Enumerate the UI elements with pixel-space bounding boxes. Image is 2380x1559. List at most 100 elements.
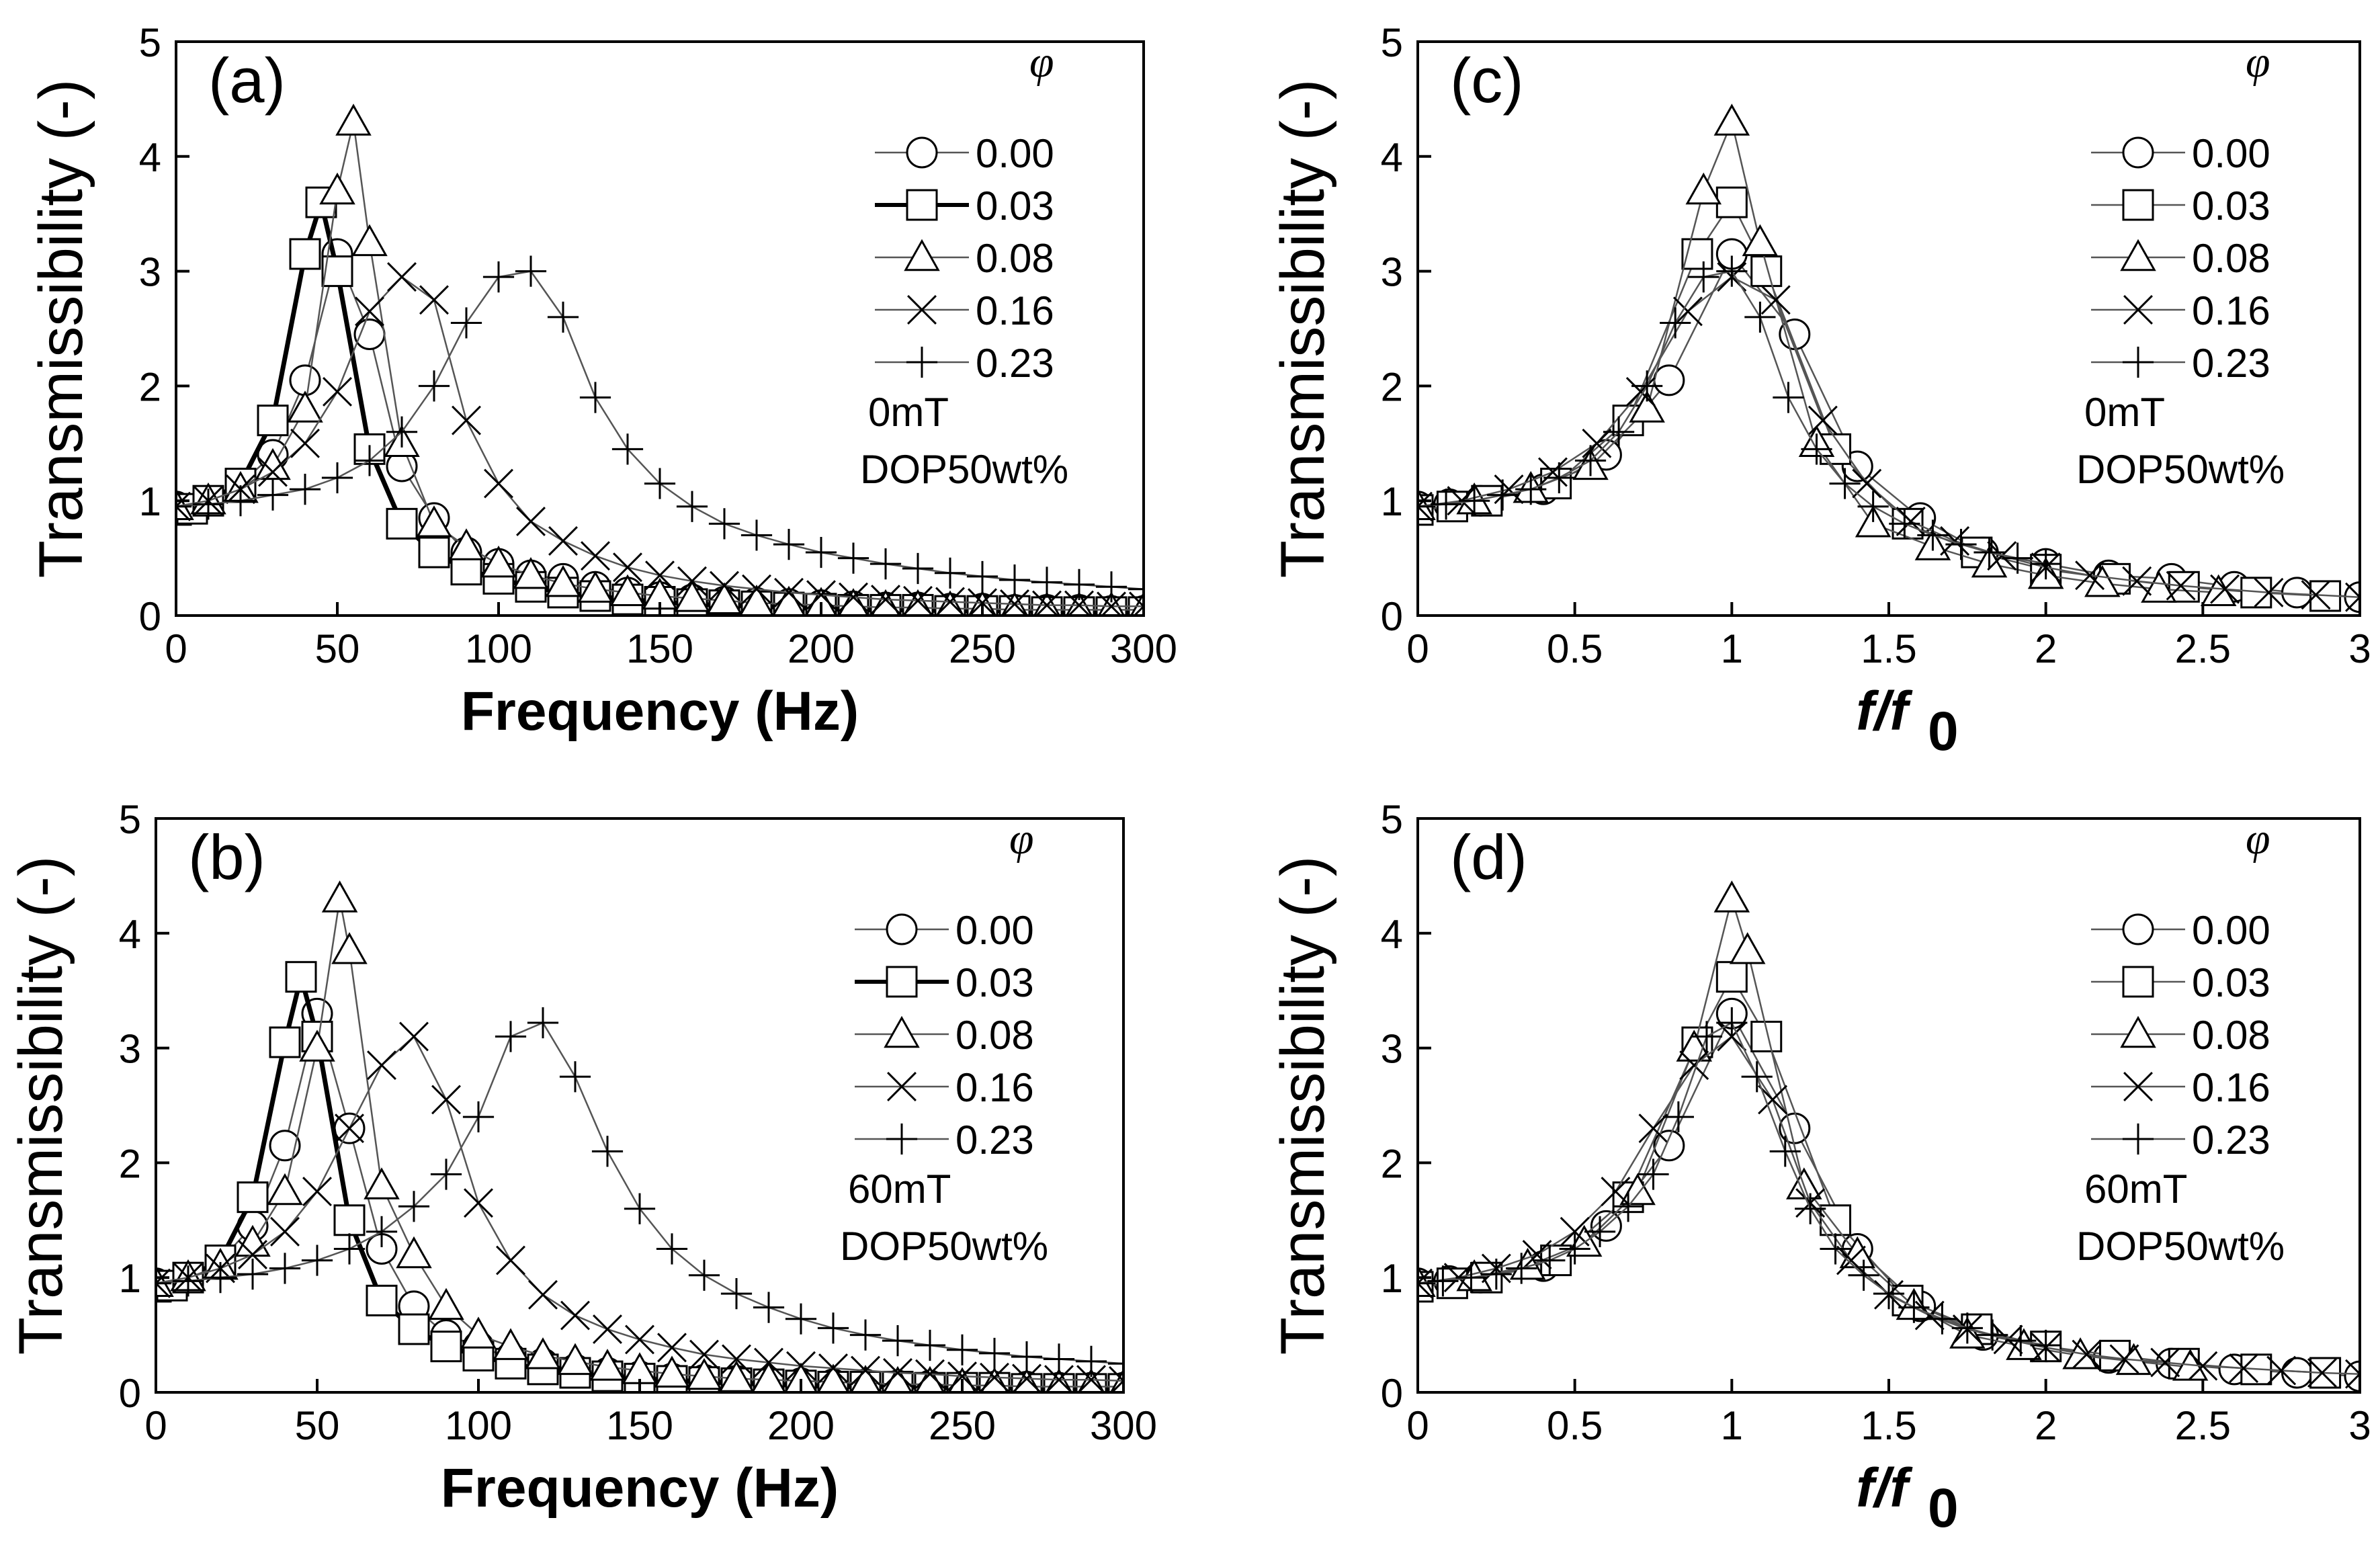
data-point-0.03-11 <box>430 1331 462 1363</box>
x-tick-label: 150 <box>626 626 693 671</box>
data-point-0.16-5 <box>302 1177 332 1207</box>
data-point-0.16-22 <box>851 1355 880 1386</box>
x-tick-label: 50 <box>315 626 360 671</box>
y-tick-label: 3 <box>1381 1027 1403 1072</box>
data-point-0.16-3 <box>1522 1240 1552 1270</box>
data-point-0.23-14 <box>1769 1136 1801 1167</box>
data-point-0.23-11 <box>1691 1021 1723 1052</box>
data-point-0.23-28 <box>1043 1343 1075 1375</box>
y-tick-label: 2 <box>1381 364 1403 409</box>
data-point-0.16-30 <box>1109 1365 1123 1392</box>
data-point-0.23-23 <box>902 552 934 585</box>
legend-label-0.23: 0.23 <box>2192 341 2270 386</box>
x-tick-label: 0.5 <box>1547 1403 1603 1448</box>
x-axis-title: f/f <box>1856 1458 1913 1519</box>
legend-marker-0.03 <box>906 189 938 221</box>
data-point-0.08-17 <box>674 580 710 612</box>
series-line-0.08 <box>1418 895 2191 1368</box>
data-point-0.23-13 <box>559 1061 591 1093</box>
data-point-0.23-0 <box>1418 491 1434 522</box>
data-point-0.23-3 <box>257 479 289 511</box>
data-point-0.16-27 <box>1012 1363 1042 1392</box>
data-point-0.16-9 <box>431 1085 461 1115</box>
data-point-0.23-29 <box>1095 571 1128 603</box>
data-point-0.08-15 <box>589 1349 626 1381</box>
data-point-0.23-9 <box>430 1158 462 1190</box>
data-point-0.23-2 <box>224 485 257 517</box>
data-point-0.16-4 <box>1560 1216 1590 1247</box>
y-axis-title: Transmissibility (-) <box>7 856 75 1355</box>
x-tick-label: 1.5 <box>1861 1403 1916 1448</box>
data-point-0.08-7 <box>331 932 368 964</box>
data-point-0.08-30 <box>1097 591 1125 616</box>
data-point-0.00-5 <box>1653 1130 1685 1162</box>
data-point-0.23-22 <box>2030 548 2062 580</box>
data-point-0.16-24 <box>2345 1359 2360 1389</box>
data-point-0.03-7 <box>1750 255 1783 288</box>
data-point-0.23-20 <box>1926 1303 1958 1335</box>
data-point-0.23-0 <box>1418 1267 1434 1299</box>
legend-marker-0.08 <box>2120 1015 2156 1048</box>
series-line-0.16 <box>1418 276 2360 598</box>
data-point-0.23-20 <box>785 1303 817 1335</box>
data-point-0.08-4 <box>287 390 323 423</box>
data-point-0.08-5 <box>299 1029 335 1062</box>
legend-label-0.16: 0.16 <box>976 288 1054 333</box>
data-point-0.23-1 <box>192 489 224 520</box>
data-point-0.16-8 <box>419 285 449 315</box>
annotation-1: DOP50wt% <box>2076 1224 2285 1269</box>
data-point-0.08-10 <box>428 1288 464 1320</box>
data-point-0.23-21 <box>2002 542 2033 574</box>
data-point-0.08-31 <box>1109 1368 1123 1392</box>
data-point-0.08-4 <box>267 1173 303 1206</box>
data-point-0.23-21 <box>1951 1312 1983 1344</box>
legend-label-0.16: 0.16 <box>2192 288 2270 333</box>
data-point-0.03-10 <box>418 536 450 568</box>
legend-label-0.23: 0.23 <box>955 1118 1034 1163</box>
y-tick-label: 1 <box>1381 479 1403 524</box>
data-point-0.23-7 <box>1584 1216 1616 1247</box>
data-point-0.16-21 <box>818 1353 848 1384</box>
y-tick-label: 5 <box>119 797 141 842</box>
data-point-0.23-19 <box>1945 529 1977 560</box>
legend-label-0.03: 0.03 <box>955 960 1034 1005</box>
legend-title-phi: φ <box>1029 38 1054 87</box>
data-point-0.16-14 <box>593 1314 622 1345</box>
data-point-0.23-2 <box>1455 1262 1487 1294</box>
data-point-0.23-7 <box>1603 416 1635 448</box>
x-tick-label: 0 <box>144 1403 167 1448</box>
data-point-0.23-12 <box>1716 1007 1748 1039</box>
legend-marker-0.00 <box>906 136 938 169</box>
x-tick-label: 0 <box>165 626 187 671</box>
data-point-0.23-21 <box>837 542 869 574</box>
legend-marker-0.16 <box>887 1072 917 1101</box>
data-point-0.08-18 <box>706 582 742 614</box>
x-tick-label: 1.5 <box>1861 626 1916 671</box>
data-point-0.16-16 <box>657 1333 687 1363</box>
data-point-0.23-3 <box>237 1258 269 1290</box>
data-point-0.23-19 <box>773 529 805 560</box>
data-point-0.16-17 <box>2072 1339 2102 1370</box>
data-point-0.23-18 <box>1873 1278 1905 1310</box>
data-point-0.03-8 <box>333 1204 366 1236</box>
data-point-0.16-13 <box>1914 1300 1945 1331</box>
data-point-0.23-16 <box>1820 1233 1851 1265</box>
x-tick-label: 200 <box>788 626 855 671</box>
data-point-0.23-30 <box>1107 1348 1123 1380</box>
data-point-0.08-13 <box>2084 564 2121 597</box>
data-point-0.16-13 <box>1987 541 2017 571</box>
chart-panel-a: 0 50 100 150 200 250 300 0 1 2 3 4 5 Frequency (Hz) Tr… <box>27 20 1177 742</box>
data-point-0.08-22 <box>816 1363 850 1392</box>
data-point-0.23-20 <box>805 536 837 568</box>
data-point-0.23-0 <box>176 491 192 522</box>
data-point-0.16-24 <box>935 587 965 616</box>
data-point-0.08-10 <box>448 528 484 560</box>
legend-label-0.00: 0.00 <box>976 131 1054 176</box>
data-point-0.08-12 <box>493 1328 529 1360</box>
legend-label-0.00: 0.00 <box>2192 131 2270 176</box>
x-tick-label: 50 <box>295 1403 340 1448</box>
data-point-0.23-15 <box>1829 468 1861 499</box>
legend-marker-0.00 <box>2122 136 2154 169</box>
y-tick-label: 4 <box>1381 135 1403 180</box>
data-point-0.16-23 <box>2307 1357 2337 1388</box>
